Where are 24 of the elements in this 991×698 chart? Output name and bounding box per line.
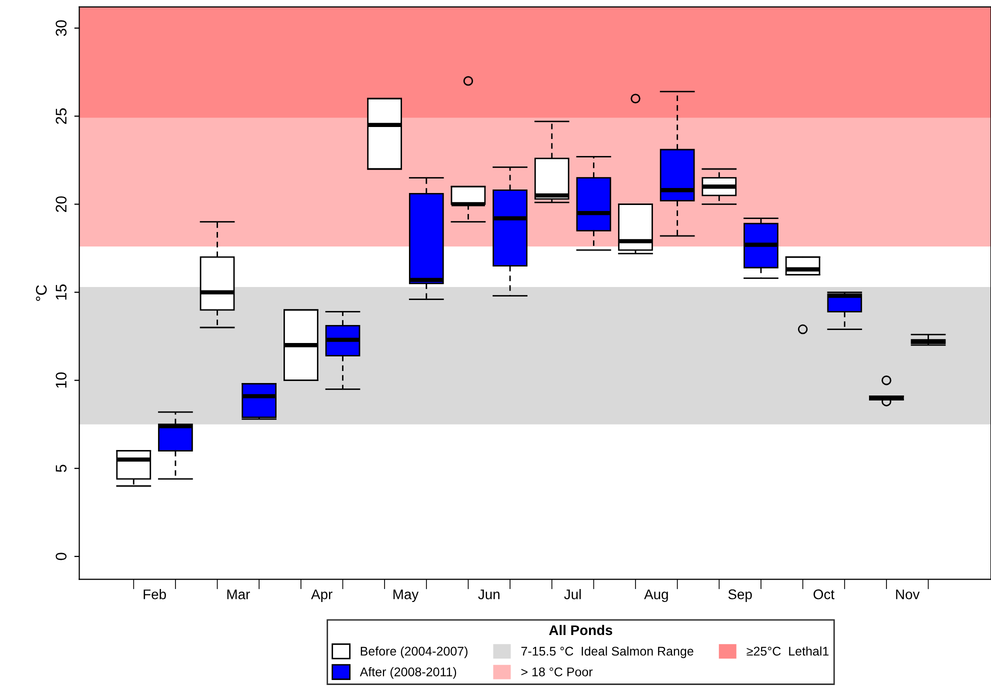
y-tick-label: 20 (56, 196, 67, 212)
x-tick-label: Sep (728, 589, 752, 602)
y-tick-label: 30 (56, 20, 67, 36)
x-tick-label: Jun (478, 590, 500, 600)
y-tick-label: 25 (56, 108, 67, 124)
legend-label: ≥25°C Lethal1 (746, 646, 829, 656)
x-tick-label: Nov (896, 590, 920, 600)
x-tick-label: May (394, 590, 419, 602)
legend-title: All Ponds (549, 624, 612, 636)
legend-label: > 18 °C Poor (521, 667, 593, 676)
y-tick-label: 5 (56, 464, 67, 472)
y-axis-title: °C (36, 285, 47, 301)
x-tick-label: Jul (564, 589, 581, 600)
x-tick-label: Apr (311, 590, 332, 602)
y-tick-label: 10 (56, 372, 67, 388)
x-tick-label: Feb (144, 589, 166, 600)
legend-label: Before (2004-2007) (360, 646, 468, 658)
x-tick-label: Oct (814, 589, 834, 600)
legend-label: After (2008-2011) (360, 667, 456, 679)
x-tick-label: Mar (227, 590, 250, 600)
y-tick-label: 0 (56, 552, 67, 560)
legend-label: 7-15.5 °C Ideal Salmon Range (521, 646, 694, 658)
x-tick-label: Aug (644, 590, 668, 602)
y-tick-label: 15 (56, 284, 67, 300)
